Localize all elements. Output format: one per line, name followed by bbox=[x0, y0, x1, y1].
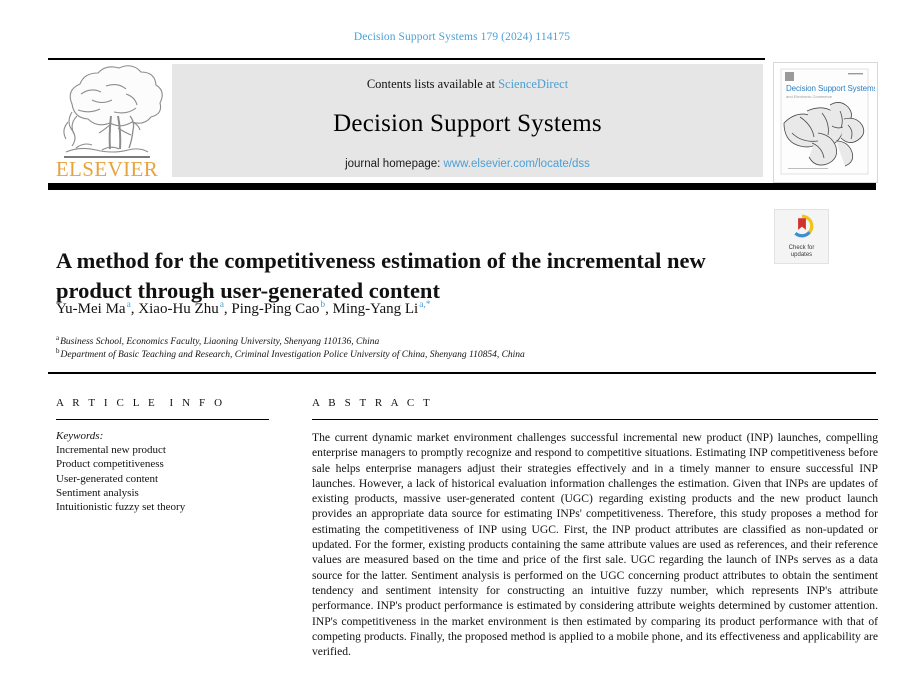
sciencedirect-link[interactable]: ScienceDirect bbox=[498, 77, 569, 91]
svg-text:and Electronic Commerce: and Electronic Commerce bbox=[786, 94, 833, 99]
keywords-block: Keywords: Incremental new product Produc… bbox=[56, 429, 284, 514]
homepage-prefix: journal homepage: bbox=[345, 158, 444, 170]
author-separator: , bbox=[325, 301, 333, 317]
journal-cover-thumbnail: Decision Support Systems and Electronic … bbox=[773, 62, 878, 183]
journal-masthead: ELSEVIER Contents lists available at Sci… bbox=[48, 58, 878, 183]
svg-text:ELSEVIER: ELSEVIER bbox=[56, 157, 158, 179]
author-affiliation-marker: a bbox=[126, 300, 131, 310]
author-name: Ping-Ping Cao bbox=[231, 301, 320, 317]
article-info-heading: A R T I C L E I N F O bbox=[56, 397, 226, 409]
abstract-text: The current dynamic market environment c… bbox=[312, 431, 878, 659]
affiliation-item: aBusiness School, Economics Faculty, Lia… bbox=[56, 333, 816, 349]
svg-text:Decision Support Systems: Decision Support Systems bbox=[786, 84, 875, 93]
crossmark-label: Check for updates bbox=[775, 245, 828, 259]
keyword-item: Intuitionistic fuzzy set theory bbox=[56, 501, 186, 514]
affiliation-text: Business School, Economics Faculty, Liao… bbox=[60, 337, 380, 347]
affiliation-marker: a bbox=[56, 333, 60, 342]
abstract-rule bbox=[312, 419, 878, 420]
article-info-rule bbox=[56, 419, 269, 420]
elsevier-logo: ELSEVIER bbox=[48, 64, 166, 179]
affiliation-list: aBusiness School, Economics Faculty, Lia… bbox=[56, 333, 816, 362]
crossmark-badge-icon bbox=[790, 214, 813, 238]
author-separator: , bbox=[223, 301, 232, 317]
journal-homepage-link[interactable]: www.elsevier.com/locate/dss bbox=[443, 158, 590, 170]
author-affiliation-marker: a bbox=[219, 300, 224, 310]
keyword-item: User-generated content bbox=[56, 472, 159, 485]
crossmark-line2: updates bbox=[790, 252, 813, 258]
author-affiliation-marker: a,* bbox=[419, 300, 431, 310]
author[interactable]: Yu-Mei Maa bbox=[56, 300, 131, 317]
author[interactable]: Ping-Ping Caob bbox=[231, 300, 326, 317]
author-name: Yu-Mei Ma bbox=[56, 301, 126, 317]
article-info-section: A R T I C L E I N F O Keywords: Incremen… bbox=[56, 397, 284, 514]
keyword-item: Incremental new product bbox=[56, 444, 166, 457]
affiliation-text: Department of Basic Teaching and Researc… bbox=[60, 350, 525, 360]
keyword-item: Product competitiveness bbox=[56, 458, 164, 471]
crossmark-badge[interactable]: Check for updates bbox=[774, 209, 829, 264]
journal-title: Decision Support Systems bbox=[333, 110, 602, 137]
author-list: Yu-Mei Maa, Xiao-Hu Zhua, Ping-Ping Caob… bbox=[56, 300, 756, 318]
crossmark-line1: Check for bbox=[788, 245, 815, 251]
author[interactable]: Ming-Yang Lia,* bbox=[332, 300, 431, 317]
contents-prefix: Contents lists available at bbox=[366, 77, 499, 91]
keywords-label: Keywords: bbox=[56, 430, 104, 442]
masthead-black-bar bbox=[48, 183, 876, 190]
affiliation-item: bDepartment of Basic Teaching and Resear… bbox=[56, 346, 816, 362]
author[interactable]: Xiao-Hu Zhua bbox=[138, 300, 224, 317]
journal-banner: Contents lists available at ScienceDirec… bbox=[172, 64, 763, 177]
abstract-heading: A B S T R A C T bbox=[312, 397, 433, 409]
journal-homepage-line: journal homepage: www.elsevier.com/locat… bbox=[172, 158, 763, 170]
header-divider-rule bbox=[48, 372, 876, 374]
author-name: Xiao-Hu Zhu bbox=[138, 301, 219, 317]
running-head: Decision Support Systems 179 (2024) 1141… bbox=[353, 31, 571, 43]
author-affiliation-marker: b bbox=[320, 300, 326, 310]
author-name: Ming-Yang Li bbox=[332, 301, 419, 317]
masthead-top-rule bbox=[48, 58, 765, 60]
affiliation-marker: b bbox=[56, 346, 60, 355]
contents-available-line: Contents lists available at ScienceDirec… bbox=[172, 77, 763, 92]
page-title: A method for the competitiveness estimat… bbox=[56, 248, 706, 304]
keyword-item: Sentiment analysis bbox=[56, 486, 139, 499]
author-separator: , bbox=[130, 301, 139, 317]
abstract-section: A B S T R A C T The current dynamic mark… bbox=[312, 397, 878, 659]
